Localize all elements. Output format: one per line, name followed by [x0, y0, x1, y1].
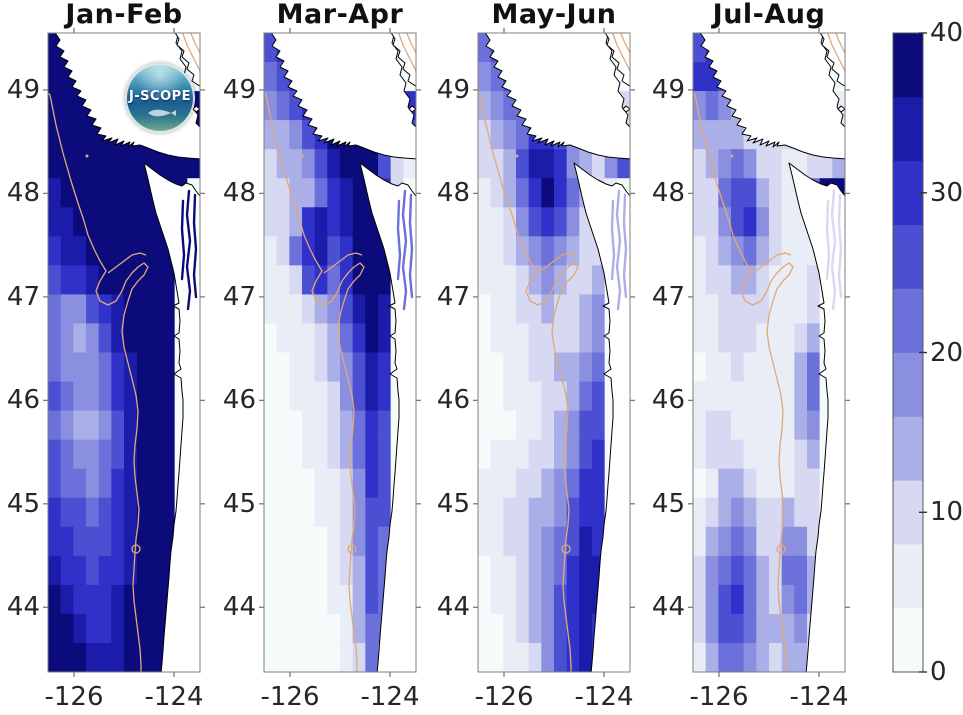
- lat-tick-label: 44: [222, 592, 256, 623]
- lon-tick-label: -126: [474, 682, 534, 712]
- lat-tick-label: 46: [222, 385, 256, 416]
- lat-tick-label: 47: [222, 281, 256, 312]
- bathymetry-contour-layer: [264, 33, 416, 672]
- map-panel-jul-aug: [688, 28, 850, 677]
- inland-waterways-layer: [610, 189, 628, 311]
- lat-tick-label: 47: [6, 281, 40, 312]
- lon-tick-label: -124: [789, 682, 849, 712]
- colorbar-tick-label: 0: [930, 657, 947, 687]
- panel-frame: [477, 32, 631, 673]
- fish-icon: [148, 109, 176, 117]
- lat-tick-label: 47: [651, 281, 685, 312]
- panel-title-jul-aug: Jul-Aug: [712, 0, 826, 30]
- colorbar-tick-label: 30: [930, 177, 963, 208]
- colorbar-svg: [892, 32, 927, 673]
- lat-tick-label: 46: [6, 385, 40, 416]
- lon-tick-label: -124: [574, 682, 634, 712]
- colorbar-tick-label: 20: [930, 337, 963, 368]
- panel-frame: [692, 32, 846, 673]
- lat-tick-label: 45: [651, 488, 685, 519]
- lat-tick-label: 49: [436, 74, 470, 105]
- tick-marks: [473, 28, 635, 677]
- bathymetry-contour-layer: [693, 33, 845, 672]
- lat-tick-label: 48: [222, 178, 256, 209]
- colorbar-tick-label: 40: [930, 18, 963, 48]
- lon-tick-label: -126: [260, 682, 320, 712]
- panel-title-may-jun: May-Jun: [491, 0, 617, 30]
- land-layer: [484, 33, 630, 672]
- panel-title-jan-feb: Jan-Feb: [65, 0, 183, 30]
- lon-tick-label: -124: [360, 682, 420, 712]
- lat-tick-label: 46: [651, 385, 685, 416]
- map-panel-mar-apr: [259, 28, 421, 677]
- jscope-logo-text: J-SCOPE: [128, 89, 192, 104]
- panel-frame: [47, 32, 201, 673]
- lat-tick-label: 44: [651, 592, 685, 623]
- inland-waterways-layer: [180, 189, 198, 311]
- heatmap-layer: [478, 33, 630, 672]
- land-layer: [270, 33, 416, 672]
- lat-tick-label: 49: [6, 74, 40, 105]
- panel-title-mar-apr: Mar-Apr: [276, 0, 404, 30]
- lat-tick-label: 45: [6, 488, 40, 519]
- tick-marks: [259, 28, 421, 677]
- bathymetry-contour-layer: [48, 33, 200, 672]
- lat-tick-label: 46: [436, 385, 470, 416]
- panel-frame: [263, 32, 417, 673]
- lat-tick-label: 47: [436, 281, 470, 312]
- bathymetry-contour-layer: [478, 33, 630, 672]
- tick-marks: [688, 28, 850, 677]
- lat-tick-label: 44: [436, 592, 470, 623]
- lat-tick-label: 48: [6, 178, 40, 209]
- tick-marks: [43, 28, 205, 677]
- lat-tick-label: 45: [436, 488, 470, 519]
- colorbar-tick-label: 10: [930, 497, 963, 528]
- lon-tick-label: -126: [689, 682, 749, 712]
- lat-tick-label: 45: [222, 488, 256, 519]
- lat-tick-label: 44: [6, 592, 40, 623]
- lon-tick-label: -126: [44, 682, 104, 712]
- inland-waterways-layer: [825, 189, 843, 311]
- jscope-logo: J-SCOPE: [125, 63, 195, 133]
- lon-tick-label: -124: [144, 682, 204, 712]
- lat-tick-label: 49: [651, 74, 685, 105]
- lat-tick-label: 48: [651, 178, 685, 209]
- lat-tick-label: 49: [222, 74, 256, 105]
- map-panel-may-jun: [473, 28, 635, 677]
- land-layer: [699, 33, 845, 672]
- lat-tick-label: 48: [436, 178, 470, 209]
- inland-waterways-layer: [396, 189, 414, 311]
